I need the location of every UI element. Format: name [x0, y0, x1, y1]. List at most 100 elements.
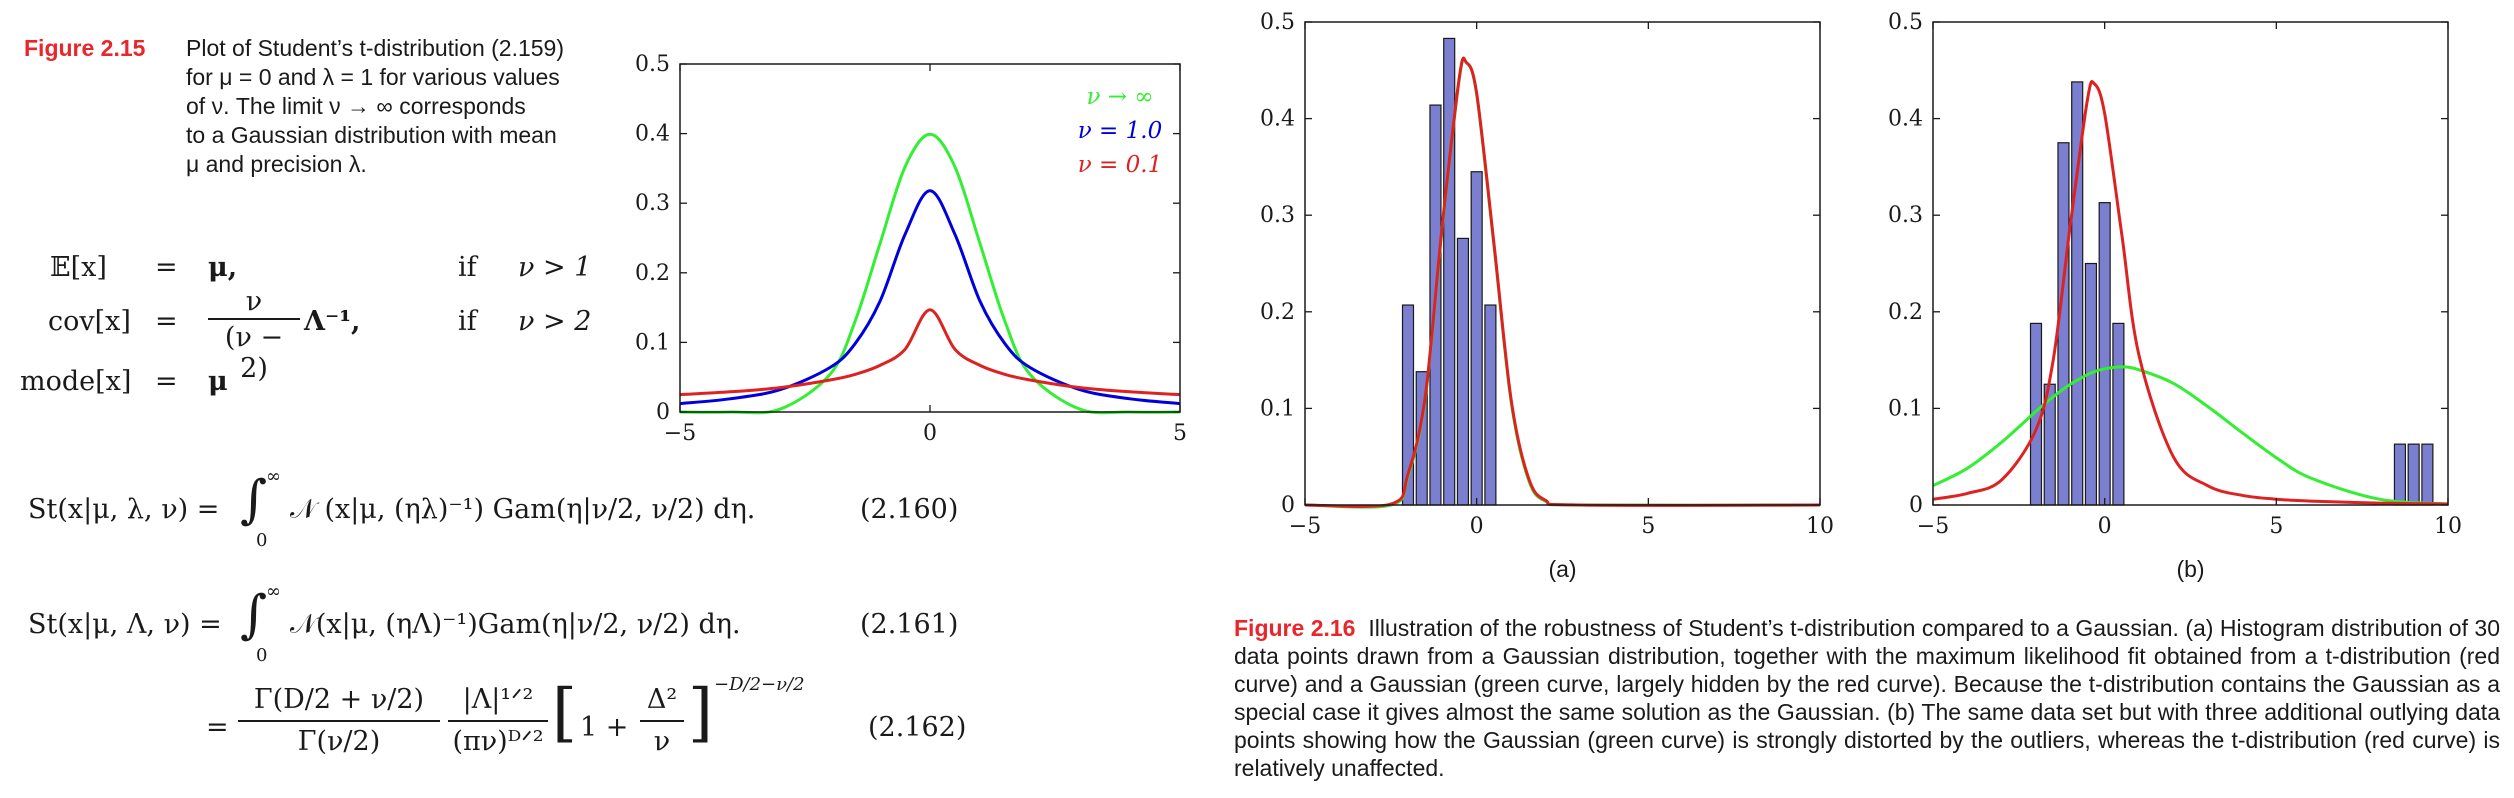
series-line [679, 132, 1181, 415]
y-tick-label: 0.4 [1888, 107, 1923, 132]
histogram-bar [1456, 237, 1470, 506]
y-tick-label: 0.3 [1888, 203, 1923, 228]
histogram-bar [2098, 202, 2111, 506]
equation-number: (2.161) [860, 609, 959, 640]
moment-equals: = [155, 306, 178, 337]
y-tick-label: 0.1 [1260, 396, 1295, 421]
moment-equals: = [155, 252, 178, 283]
legend-entry: ν = 0.1 [1078, 152, 1162, 178]
x-tick-label: 0 [923, 421, 937, 446]
moment-condition-value: ν > 2 [518, 306, 592, 337]
histogram-bar [2421, 443, 2434, 506]
legend-entry: ν = 1.0 [1078, 118, 1162, 144]
moment-condition-value: ν > 1 [518, 252, 592, 283]
y-tick-label: 0.2 [635, 261, 670, 286]
y-tick-label: 0.2 [1888, 300, 1923, 325]
moment-lhs: mode[x] [20, 366, 132, 397]
y-tick-label: 0.1 [635, 330, 670, 355]
histogram-bar [2112, 322, 2125, 506]
x-tick-label: 5 [2269, 514, 2283, 539]
y-tick-label: 0.5 [1260, 10, 1295, 35]
figure-2-16-caption: Figure 2.16 Illustration of the robustne… [1234, 614, 2500, 782]
histogram-bar [1470, 171, 1483, 506]
integral-upper: ∞ [266, 581, 281, 602]
left-bracket: [ [552, 676, 577, 750]
equation-body: 𝒩 (x|μ, (ηλ)⁻¹) Gam(η|ν/2, ν/2) dη. [290, 494, 756, 525]
figure-label: Figure 2.16 [1234, 615, 1356, 641]
integral-sign: ∫ [240, 470, 268, 530]
equation-body: 𝒩(x|μ, (ηΛ)⁻¹)Gam(η|ν/2, ν/2) dη. [290, 609, 741, 640]
caption-text: Illustration of the robustness of Studen… [1234, 615, 2500, 781]
chart-subtitle: (a) [1548, 556, 1576, 582]
fraction-bar [238, 720, 440, 722]
y-tick-label: 0.4 [635, 122, 670, 147]
series-line [679, 189, 1181, 406]
integral-lower: 0 [256, 645, 268, 666]
x-tick-label: −5 [1917, 514, 1949, 539]
caption-line: μ and precision λ. [186, 151, 367, 177]
y-tick-label: 0.2 [1260, 300, 1295, 325]
bracket-body: 1 + [580, 712, 629, 743]
y-tick-label: 0 [1281, 493, 1295, 518]
caption-line: Plot of Student’s t-distribution (2.159) [186, 35, 565, 61]
caption-line: of ν. The limit ν → ∞ corresponds [186, 93, 526, 119]
x-tick-label: 5 [1641, 514, 1655, 539]
equation-equals: = [206, 712, 229, 743]
x-tick-label: −5 [1289, 514, 1321, 539]
equation-2-162: = Γ(D/2 + ν/2) Γ(ν/2) |Λ|¹ᐟ² (πν)ᴰᐟ² [ 1… [28, 674, 968, 780]
fraction-numerator: ν [245, 286, 263, 317]
moment-rhs: μ [208, 366, 228, 397]
fraction-numerator: Γ(D/2 + ν/2) [253, 684, 425, 715]
moment-rhs: μ, [208, 252, 238, 283]
series-line [679, 308, 1181, 397]
equation-lhs: St(x|μ, Λ, ν) = [28, 609, 222, 640]
fraction-numerator: |Λ|¹ᐟ² [462, 684, 534, 715]
series-line [1304, 56, 1821, 509]
x-tick-label: −5 [664, 421, 696, 446]
fraction-denominator: (πν)ᴰᐟ² [452, 726, 544, 757]
caption-line: for μ = 0 and λ = 1 for various values [186, 64, 560, 90]
integral-upper: ∞ [266, 466, 281, 487]
series-line [1932, 365, 2449, 506]
equation-2-161: St(x|μ, Λ, ν) = ∫ ∞ 0 𝒩(x|μ, (ηΛ)⁻¹)Gam(… [28, 581, 968, 675]
equation-lhs: St(x|μ, λ, ν) = [28, 494, 220, 525]
moment-lhs: 𝔼[x] [50, 252, 107, 283]
bracket-exponent: −D/2−ν/2 [714, 674, 805, 695]
axes-frame [1932, 21, 2449, 506]
x-tick-label: 0 [1470, 514, 1484, 539]
histogram-bar [1484, 304, 1497, 506]
moment-rhs-tail: Λ⁻¹, [304, 306, 361, 337]
equation-number: (2.162) [868, 712, 967, 743]
moment-condition: if [458, 306, 477, 337]
fraction-bar [640, 720, 684, 722]
histogram-bar [2407, 443, 2420, 506]
figure-2-15-caption: Figure 2.15 Plot of Student’s t-distribut… [24, 34, 624, 179]
moment-equals: = [155, 366, 178, 397]
equation-2-160: St(x|μ, λ, ν) = ∫ ∞ 0 𝒩 (x|μ, (ηλ)⁻¹) Ga… [28, 466, 968, 560]
chart-subtitle: (b) [2176, 556, 2204, 582]
fraction-denominator: (ν − 2) [224, 322, 284, 384]
histogram-bar [2393, 443, 2407, 506]
y-tick-label: 0.4 [1260, 107, 1295, 132]
integral-lower: 0 [256, 530, 268, 551]
fraction-denominator: ν [653, 726, 671, 757]
x-tick-label: 0 [2098, 514, 2112, 539]
x-tick-label: 5 [1173, 421, 1187, 446]
axes-frame [679, 63, 1181, 413]
equation-number: (2.160) [860, 494, 959, 525]
histogram-chart-a: 00.10.20.30.40.5−5 0 5 10(a) [1260, 10, 1834, 582]
fraction-bar [208, 318, 300, 320]
y-tick-label: 0.5 [1888, 10, 1923, 35]
fraction-bar [448, 720, 548, 722]
moment-lhs: cov[x] [48, 306, 131, 337]
y-tick-label: 0 [1909, 493, 1923, 518]
moments-equations: 𝔼[x] = μ, if ν > 1 cov[x] = ν (ν − 2) Λ⁻… [20, 250, 620, 410]
fraction-denominator: Γ(ν/2) [297, 726, 381, 757]
x-tick-label: 10 [1806, 514, 1834, 539]
series-line [1304, 56, 1821, 509]
student-t-chart: 00.10.20.30.40.5−5 0 5ν → ∞ν = 1.0ν = 0.1 [635, 52, 1187, 446]
right-bracket: ] [688, 676, 713, 750]
histogram-bar [1443, 37, 1456, 506]
axes-frame [1304, 21, 1821, 506]
legend-entry: ν → ∞ [1086, 84, 1153, 110]
